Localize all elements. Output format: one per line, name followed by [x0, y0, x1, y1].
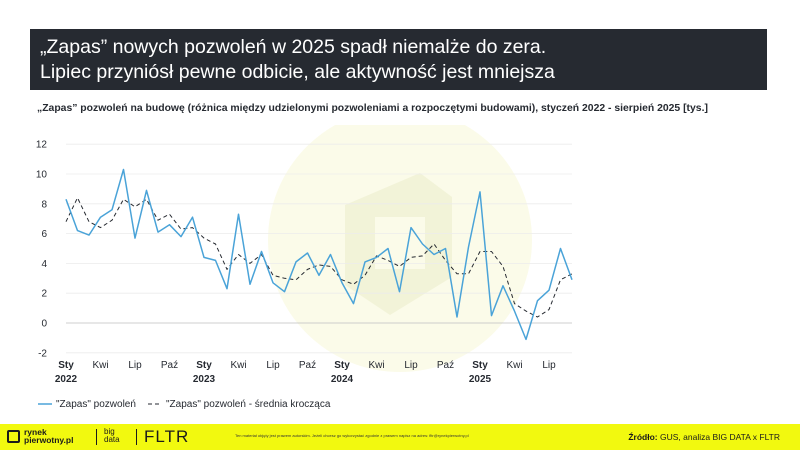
x-tick-year: 2024 [331, 374, 354, 385]
x-tick-label: Kwi [230, 360, 246, 371]
source-text: GUS, analiza BIG DATA x FLTR [660, 432, 780, 442]
x-tick-label: Lip [542, 360, 556, 371]
source-label: Źródło: [628, 432, 658, 442]
x-tick-year: 2025 [469, 374, 492, 385]
series-line-zapas [65, 168, 573, 341]
x-tick-label: Sty [472, 360, 488, 371]
chart-series [65, 168, 573, 341]
headline-line-1: „Zapas” nowych pozwoleń w 2025 spadł nie… [40, 36, 547, 58]
y-tick-label: 8 [41, 199, 47, 210]
x-tick-label: Kwi [506, 360, 522, 371]
y-tick-label: -2 [38, 348, 47, 359]
footer-bar: rynek pierwotny.pl big data FLTR Ten mat… [0, 424, 800, 450]
x-tick-year: 2022 [55, 374, 78, 385]
bigdata-logo: big data [104, 428, 120, 444]
x-tick-label: Paź [437, 360, 454, 371]
source-note: Źródło: GUS, analiza BIG DATA x FLTR [628, 432, 780, 442]
copyright-disclaimer: Ten materiał objęty jest prawem autorski… [235, 433, 469, 438]
x-tick-label: Kwi [92, 360, 108, 371]
logo-bd-line2: data [104, 435, 120, 444]
x-tick-label: Paź [299, 360, 316, 371]
logo-bd-line1: big [104, 427, 115, 436]
y-tick-label: 10 [36, 170, 48, 181]
y-tick-label: 12 [36, 140, 48, 151]
footer-divider [96, 429, 97, 445]
fltr-logo: FLTR [144, 427, 190, 446]
rynekpierwotny-logo: rynek pierwotny.pl [7, 428, 73, 444]
y-tick-label: 2 [41, 289, 47, 300]
logo-rp-line2: pierwotny.pl [24, 435, 74, 445]
y-tick-label: 6 [41, 229, 47, 240]
headline-line-2: Lipiec przyniósł pewne odbicie, ale akty… [40, 61, 555, 83]
footer-divider [136, 429, 137, 445]
x-tick-label: Sty [196, 360, 212, 371]
line-chart: -2 0 2 4 6 8 10 12 Sty 2022 Kwi Lip Paź Sty 2023 Kwi Li… [36, 125, 573, 410]
watermark-logo [268, 125, 532, 372]
legend-label: "Zapas" pozwoleń - średnia krocząca [166, 399, 331, 410]
y-tick-label: 0 [41, 319, 47, 330]
x-tick-label: Kwi [368, 360, 384, 371]
x-tick-label: Sty [58, 360, 74, 371]
x-tick-label: Sty [334, 360, 350, 371]
x-tick-label: Paź [161, 360, 178, 371]
header-banner: „Zapas” nowych pozwoleń w 2025 spadł nie… [30, 29, 767, 90]
x-tick-label: Lip [128, 360, 142, 371]
x-tick-label: Lip [404, 360, 418, 371]
chart-title: „Zapas” pozwoleń na budowę (różnica międ… [37, 103, 708, 114]
watermark-inner [375, 217, 425, 269]
y-axis-ticks: -2 0 2 4 6 8 10 12 [36, 140, 48, 360]
y-tick-label: 4 [41, 259, 47, 270]
x-axis-ticks: Sty 2022 Kwi Lip Paź Sty 2023 Kwi Lip Paź Sty 2024 K… [55, 360, 556, 385]
legend-label: "Zapas" pozwoleń [56, 399, 136, 410]
chart-legend: "Zapas" pozwoleń "Zapas" pozwoleń - średn… [38, 399, 331, 410]
rynekpierwotny-logo-icon [7, 429, 20, 443]
logo-rp-line1: rynek [24, 427, 47, 437]
x-tick-label: Lip [266, 360, 280, 371]
x-tick-year: 2023 [193, 374, 216, 385]
